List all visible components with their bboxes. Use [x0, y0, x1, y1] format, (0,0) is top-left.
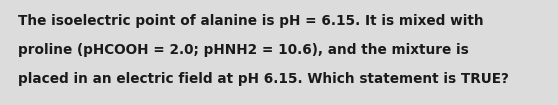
Text: The isoelectric point of alanine is pH = 6.15. It is mixed with: The isoelectric point of alanine is pH =…	[18, 14, 484, 28]
Text: proline (pHCOOH = 2.0; pHNH2 = 10.6), and the mixture is: proline (pHCOOH = 2.0; pHNH2 = 10.6), an…	[18, 43, 469, 57]
Text: placed in an electric field at pH 6.15. Which statement is TRUE?: placed in an electric field at pH 6.15. …	[18, 72, 509, 86]
